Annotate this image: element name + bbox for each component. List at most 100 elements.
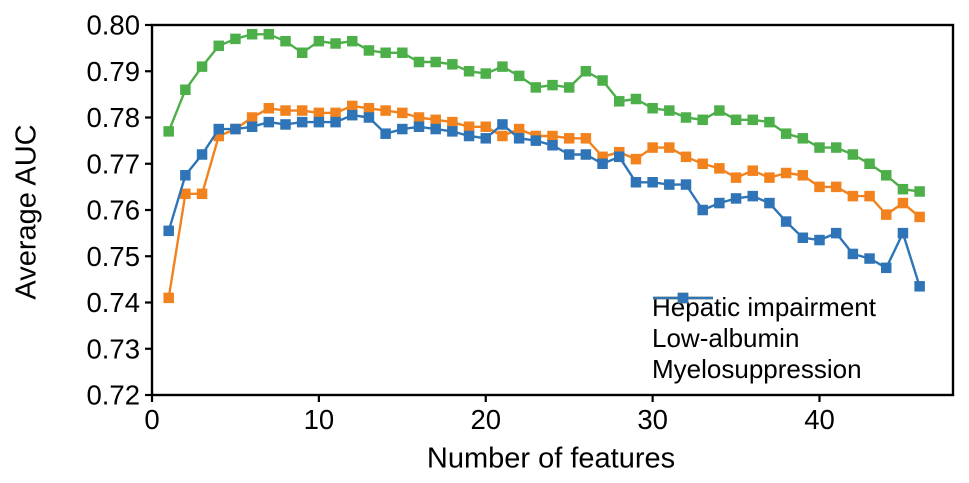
marker-hepatic-impairment: [313, 35, 325, 47]
marker-myelosuppression: [747, 190, 758, 202]
marker-hepatic-impairment: [413, 56, 425, 68]
marker-low-albumin: [864, 190, 875, 202]
legend-label-low-albumin: Low-albumin: [652, 322, 800, 353]
marker-low-albumin: [347, 100, 358, 112]
marker-hepatic-impairment: [230, 33, 241, 45]
marker-hepatic-impairment: [747, 114, 758, 126]
marker-hepatic-impairment: [213, 40, 224, 52]
x-tick-label: 20: [470, 404, 501, 435]
marker-low-albumin: [497, 130, 508, 142]
marker-myelosuppression: [614, 151, 625, 163]
marker-low-albumin: [430, 114, 441, 126]
marker-low-albumin: [797, 170, 809, 181]
marker-myelosuppression: [196, 149, 208, 160]
x-axis-title: Number of features: [426, 442, 676, 475]
marker-myelosuppression: [280, 119, 291, 130]
y-axis-title: Average AUC: [10, 124, 43, 300]
marker-hepatic-impairment: [897, 183, 909, 195]
marker-low-albumin: [296, 105, 308, 116]
marker-myelosuppression: [480, 133, 491, 144]
marker-hepatic-impairment: [647, 103, 658, 114]
legend-label-myelosuppression: Myelosuppression: [652, 353, 862, 384]
y-tick-label: 0.73: [86, 333, 140, 364]
marker-low-albumin: [196, 188, 208, 200]
marker-myelosuppression: [263, 116, 275, 128]
marker-myelosuppression: [363, 112, 375, 123]
y-tick-label: 0.78: [86, 102, 140, 133]
marker-hepatic-impairment: [680, 112, 692, 123]
marker-hepatic-impairment: [363, 45, 375, 56]
marker-hepatic-impairment: [497, 61, 508, 72]
marker-hepatic-impairment: [530, 82, 542, 93]
marker-low-albumin: [563, 133, 575, 144]
marker-myelosuppression: [764, 197, 775, 209]
marker-low-albumin: [363, 103, 375, 114]
marker-myelosuppression: [597, 158, 608, 169]
marker-hepatic-impairment: [814, 142, 825, 153]
marker-hepatic-impairment: [296, 47, 308, 58]
marker-hepatic-impairment: [597, 75, 608, 86]
marker-myelosuppression: [881, 262, 892, 274]
marker-low-albumin: [397, 107, 408, 119]
marker-low-albumin: [213, 130, 224, 142]
marker-hepatic-impairment: [447, 59, 458, 70]
marker-myelosuppression: [447, 126, 458, 137]
marker-hepatic-impairment: [714, 105, 725, 116]
marker-hepatic-impairment: [280, 35, 291, 47]
marker-hepatic-impairment: [163, 126, 174, 137]
marker-low-albumin: [764, 172, 775, 183]
marker-myelosuppression: [397, 123, 408, 135]
marker-myelosuppression: [830, 227, 842, 239]
marker-hepatic-impairment: [881, 170, 892, 181]
y-tick-label: 0.79: [86, 56, 140, 87]
marker-hepatic-impairment: [263, 29, 275, 40]
marker-hepatic-impairment: [563, 82, 575, 93]
marker-myelosuppression: [814, 234, 825, 246]
marker-myelosuppression: [163, 225, 174, 237]
marker-low-albumin: [180, 188, 191, 200]
marker-low-albumin: [897, 197, 909, 209]
marker-myelosuppression: [797, 232, 809, 243]
marker-myelosuppression: [413, 121, 425, 132]
x-tick-label: 0: [144, 404, 159, 435]
marker-myelosuppression: [914, 281, 925, 292]
marker-hepatic-impairment: [614, 96, 625, 107]
marker-low-albumin: [881, 209, 892, 220]
y-tick-label: 0.76: [86, 195, 140, 226]
marker-myelosuppression: [313, 116, 325, 128]
marker-hepatic-impairment: [513, 70, 525, 82]
marker-myelosuppression: [697, 204, 708, 216]
marker-low-albumin: [447, 116, 458, 128]
marker-low-albumin: [714, 163, 725, 174]
marker-low-albumin: [463, 121, 475, 132]
marker-low-albumin: [480, 121, 491, 132]
marker-hepatic-impairment: [430, 56, 441, 68]
marker-myelosuppression: [347, 109, 358, 121]
marker-low-albumin: [780, 167, 792, 179]
marker-hepatic-impairment: [580, 66, 592, 77]
x-tick-label: 10: [304, 404, 335, 435]
marker-myelosuppression: [714, 197, 725, 209]
legend-swatch-myelosuppression: [653, 292, 713, 304]
y-tick-label: 0.75: [86, 241, 140, 272]
marker-low-albumin: [513, 123, 525, 135]
marker-low-albumin: [664, 142, 675, 153]
marker-hepatic-impairment: [864, 158, 875, 169]
marker-low-albumin: [914, 211, 925, 223]
marker-myelosuppression: [664, 179, 675, 190]
marker-low-albumin: [413, 112, 425, 123]
legend-item-low-albumin: Low-albumin: [652, 292, 876, 353]
marker-hepatic-impairment: [697, 114, 708, 126]
marker-myelosuppression: [680, 179, 692, 190]
marker-myelosuppression: [847, 248, 859, 260]
marker-hepatic-impairment: [730, 114, 742, 126]
marker-low-albumin: [647, 142, 658, 153]
marker-myelosuppression: [430, 123, 441, 135]
marker-hepatic-impairment: [847, 149, 859, 160]
marker-myelosuppression: [513, 133, 525, 144]
marker-hepatic-impairment: [780, 128, 792, 139]
x-tick-label: 30: [637, 404, 668, 435]
marker-low-albumin: [580, 133, 592, 144]
marker-myelosuppression: [647, 177, 658, 188]
marker-low-albumin: [280, 105, 291, 116]
